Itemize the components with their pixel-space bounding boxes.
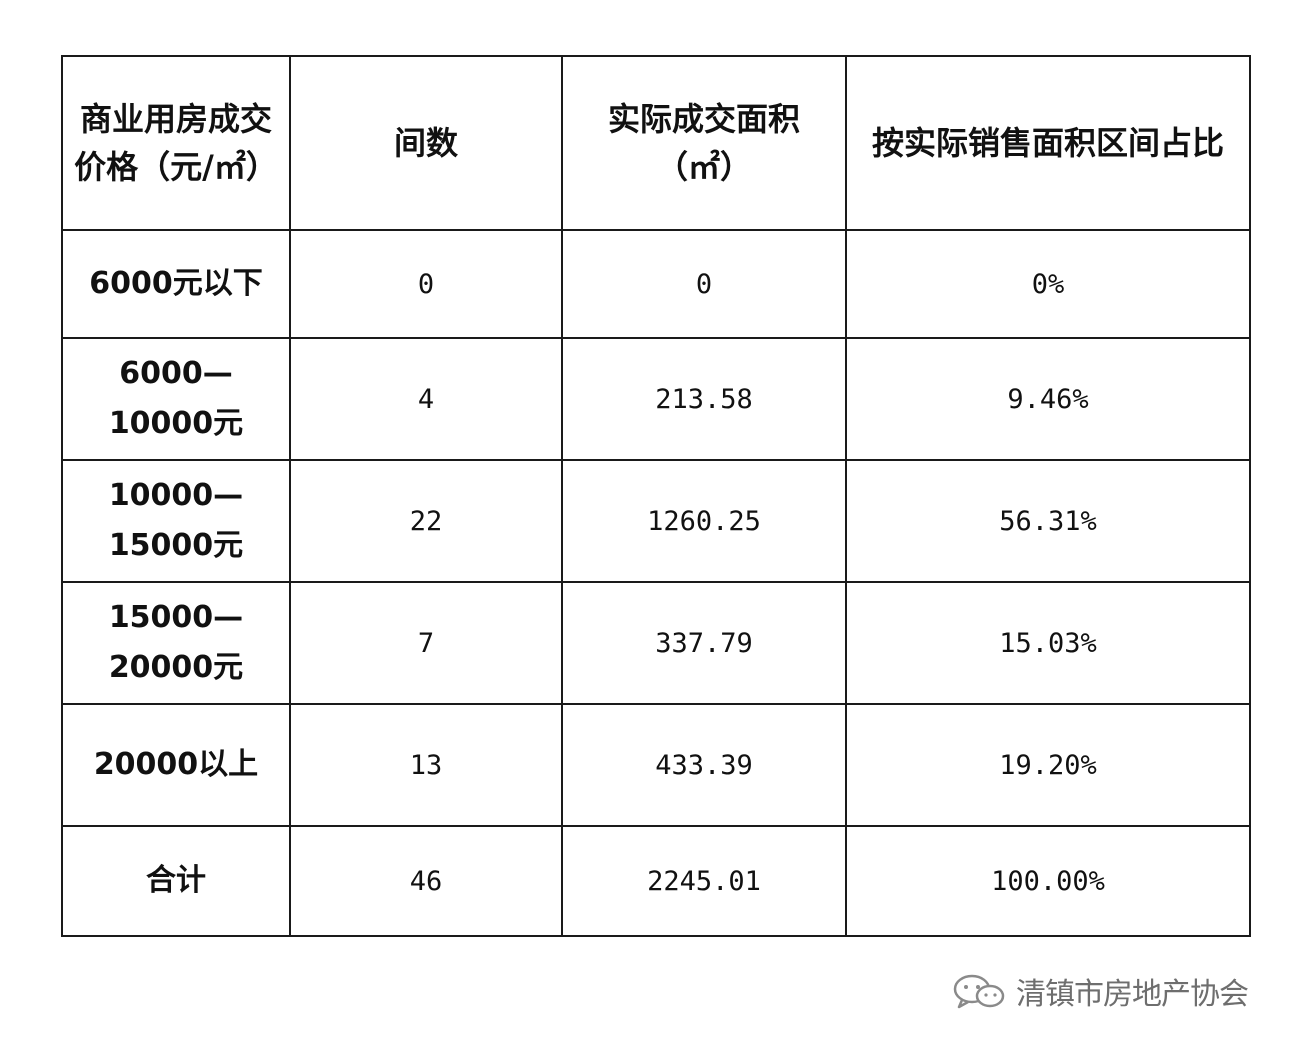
cell-range: 20000以上 xyxy=(61,703,291,827)
cell-range: 10000—15000元 xyxy=(61,459,291,583)
cell-range: 15000—20000元 xyxy=(61,581,291,705)
cell-share: 9.46% xyxy=(845,337,1251,461)
cell-area: 433.39 xyxy=(561,703,847,827)
price-distribution-table-container: 商业用房成交价格（元/㎡） 间数 实际成交面积（㎡） 按实际销售面积区间占比 6… xyxy=(61,55,1251,937)
table-row: 15000—20000元 7 337.79 15.03% xyxy=(61,581,1251,705)
cell-share: 56.31% xyxy=(845,459,1251,583)
wechat-icon xyxy=(953,974,1005,1009)
header-area: 实际成交面积（㎡） xyxy=(561,55,847,231)
cell-range: 6000元以下 xyxy=(61,229,291,339)
table-row: 20000以上 13 433.39 19.20% xyxy=(61,703,1251,827)
table-row: 6000—10000元 4 213.58 9.46% xyxy=(61,337,1251,461)
cell-count: 46 xyxy=(289,825,563,937)
cell-area: 0 xyxy=(561,229,847,339)
cell-share: 19.20% xyxy=(845,703,1251,827)
table-row-total: 合计 46 2245.01 100.00% xyxy=(61,825,1251,937)
cell-count: 7 xyxy=(289,581,563,705)
cell-share: 100.00% xyxy=(845,825,1251,937)
cell-count: 0 xyxy=(289,229,563,339)
header-count: 间数 xyxy=(289,55,563,231)
cell-count: 13 xyxy=(289,703,563,827)
watermark: 清镇市房地产协会 xyxy=(950,968,1290,1014)
cell-count: 22 xyxy=(289,459,563,583)
table-row: 6000元以下 0 0 0% xyxy=(61,229,1251,339)
table-row: 10000—15000元 22 1260.25 56.31% xyxy=(61,459,1251,583)
table-header-row: 商业用房成交价格（元/㎡） 间数 实际成交面积（㎡） 按实际销售面积区间占比 xyxy=(61,55,1251,231)
cell-share: 15.03% xyxy=(845,581,1251,705)
header-price: 商业用房成交价格（元/㎡） xyxy=(61,55,291,231)
cell-area: 213.58 xyxy=(561,337,847,461)
cell-area: 2245.01 xyxy=(561,825,847,937)
price-distribution-table: 商业用房成交价格（元/㎡） 间数 实际成交面积（㎡） 按实际销售面积区间占比 6… xyxy=(61,55,1251,937)
cell-range: 合计 xyxy=(61,825,291,937)
cell-share: 0% xyxy=(845,229,1251,339)
cell-count: 4 xyxy=(289,337,563,461)
cell-area: 1260.25 xyxy=(561,459,847,583)
cell-range: 6000—10000元 xyxy=(61,337,291,461)
watermark-text: 清镇市房地产协会 xyxy=(1016,977,1249,1012)
cell-area: 337.79 xyxy=(561,581,847,705)
header-share: 按实际销售面积区间占比 xyxy=(845,55,1251,231)
